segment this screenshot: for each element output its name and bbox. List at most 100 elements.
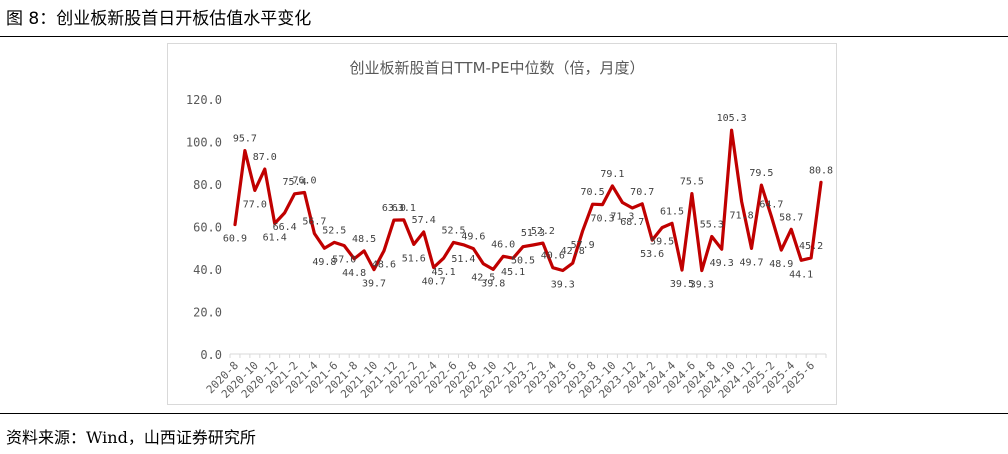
data-label: 51.6 — [402, 253, 426, 264]
data-label: 46.0 — [491, 239, 515, 250]
data-point — [641, 202, 644, 205]
data-label: 44.8 — [342, 268, 366, 279]
data-label: 68.7 — [620, 217, 644, 228]
data-point — [581, 229, 584, 233]
data-label: 39.3 — [690, 279, 714, 290]
data-label: 39.5 — [670, 279, 694, 290]
data-label: 80.8 — [809, 165, 833, 176]
data-label: 61.5 — [660, 206, 684, 217]
data-label: 45.1 — [432, 267, 456, 278]
data-label: 52.2 — [531, 226, 555, 237]
data-label: 70.3 — [590, 214, 614, 225]
data-point — [253, 189, 257, 192]
data-label: 40.6 — [541, 251, 565, 262]
data-point — [541, 241, 545, 245]
data-point — [710, 235, 713, 238]
y-tick-label: 60.0 — [193, 221, 222, 235]
data-point — [730, 129, 733, 132]
data-label: 57.0 — [332, 255, 356, 266]
y-axis: 0.0 20.0 40.0 60.0 80.0 100.0 120.0 — [186, 93, 222, 362]
data-label: 45.1 — [501, 267, 525, 278]
data-label: 76.0 — [292, 176, 316, 187]
data-point — [472, 247, 475, 250]
data-point — [293, 192, 296, 195]
data-label: 64.7 — [759, 200, 783, 211]
data-point — [313, 232, 316, 235]
y-tick-label: 20.0 — [193, 306, 222, 320]
data-label: 44.1 — [789, 269, 813, 280]
data-label: 77.0 — [243, 199, 267, 210]
data-point — [819, 181, 823, 184]
data-label: 63.0 — [382, 203, 406, 214]
data-point — [501, 255, 505, 258]
data-point — [482, 262, 485, 265]
y-tick-label: 80.0 — [193, 178, 222, 192]
data-label: 57.9 — [571, 240, 595, 251]
y-tick-label: 0.0 — [200, 348, 222, 362]
data-label: 105.3 — [717, 113, 747, 124]
data-label: 49.8 — [312, 257, 336, 268]
data-labels: 60.9 95.7 77.0 87.0 61.466.4 75.476.0 56.7 49.8… — [223, 113, 833, 290]
data-label: 50.5 — [511, 256, 535, 267]
data-point — [362, 249, 366, 253]
source-note: 资料来源：Wind，山西证券研究所 — [6, 428, 256, 447]
data-point — [531, 243, 535, 247]
data-point — [323, 246, 326, 250]
data-point — [511, 256, 515, 260]
data-point — [760, 183, 763, 187]
data-point — [462, 243, 465, 246]
data-label: 39.8 — [481, 278, 505, 289]
data-label: 45.2 — [799, 241, 823, 252]
data-label: 52.5 — [441, 225, 465, 236]
data-label: 53.6 — [640, 249, 664, 260]
data-label: 79.5 — [749, 168, 773, 179]
data-point — [601, 203, 604, 206]
line-chart: 创业板新股首日TTM-PE中位数（倍，月度） 0.0 20.0 40.0 60.0 80… — [186, 59, 833, 401]
data-point — [700, 269, 704, 272]
data-label: 79.1 — [600, 169, 624, 180]
data-point — [660, 226, 664, 229]
data-label: 52.5 — [322, 225, 346, 236]
data-label: 48.9 — [769, 259, 793, 270]
data-point — [720, 248, 723, 251]
y-tick-label: 40.0 — [193, 263, 222, 277]
data-point — [551, 266, 555, 269]
data-label: 58.7 — [779, 212, 803, 223]
data-label: 39.3 — [551, 279, 575, 290]
x-axis: 2020-82020-102020-122021-22021-42021-620… — [204, 353, 827, 401]
data-point — [650, 238, 654, 242]
data-point — [809, 256, 813, 260]
y-tick-label: 100.0 — [186, 136, 222, 150]
data-point — [591, 202, 594, 206]
data-point — [740, 200, 743, 203]
data-label: 51.4 — [451, 254, 475, 265]
data-point — [690, 192, 694, 195]
data-label: 95.7 — [233, 134, 257, 145]
data-label: 57.4 — [412, 215, 436, 226]
data-point — [263, 167, 266, 171]
data-point — [352, 257, 356, 260]
data-point — [750, 247, 753, 250]
data-point — [780, 248, 783, 252]
data-point — [402, 218, 406, 222]
data-point — [621, 201, 624, 204]
data-point — [412, 243, 415, 246]
data-label: 63.1 — [392, 203, 416, 214]
data-label: 42.8 — [561, 246, 585, 257]
data-label: 48.5 — [352, 234, 376, 245]
data-label: 71.3 — [610, 211, 634, 222]
data-label: 42.5 — [471, 273, 495, 284]
data-point — [273, 222, 276, 225]
data-point — [670, 222, 674, 225]
data-point — [442, 256, 445, 260]
y-tick-label: 120.0 — [186, 93, 222, 107]
data-label: 55.3 — [700, 219, 724, 230]
data-label: 48.6 — [372, 260, 396, 271]
data-point — [392, 218, 396, 222]
data-point — [422, 230, 425, 234]
data-label: 40.7 — [422, 277, 446, 288]
data-label: 87.0 — [253, 152, 277, 163]
data-point — [680, 268, 684, 272]
data-point — [799, 259, 803, 262]
series-line — [233, 128, 823, 273]
